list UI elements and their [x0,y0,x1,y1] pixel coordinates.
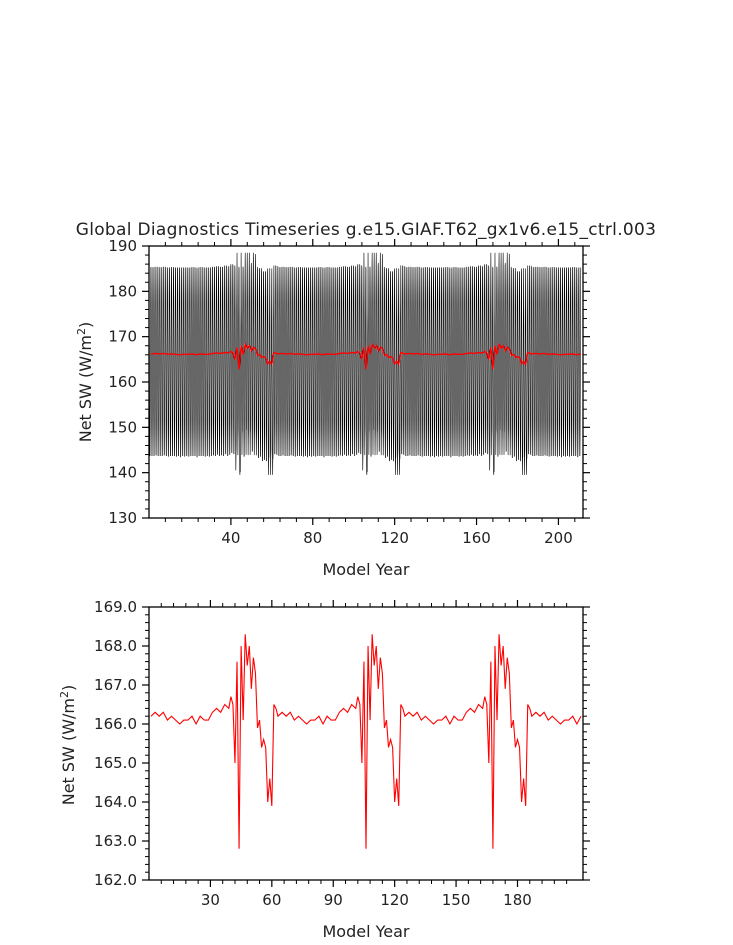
top-x-tick-label: 160 [462,529,491,547]
top-x-tick-label: 120 [380,529,409,547]
chart-title: Global Diagnostics Timeseries g.e15.GIAF… [76,220,657,240]
bottom-x-tick-label: 120 [380,891,409,909]
bottom-frame [148,606,584,881]
top-y-tick-label: 140 [108,464,137,482]
top-y-tick-label: 190 [108,237,137,255]
bottom-x-axis-label: Model Year [323,922,410,941]
top-x-tick-label: 200 [544,529,573,547]
bottom-y-tick-label: 164.0 [94,793,137,811]
top-panel: 40 80 120 160 200 130 140 150 160 170 180 190 Model… [75,237,590,579]
top-y-tick-label: 150 [108,418,137,436]
bottom-panel: 30 60 90 120 150 180 162.0 163.0 164.0 165.0 166.0… [58,598,590,941]
top-y-tick-label: 130 [108,509,137,527]
bottom-x-tick-label: 150 [442,891,471,909]
bottom-x-tick-label: 30 [201,891,220,909]
annual-series-line [150,634,582,849]
bottom-y-tick-label: 165.0 [94,754,137,772]
bottom-y-tick-label: 162.0 [94,871,137,889]
top-y-tick-label: 180 [108,282,137,300]
bottom-y-tick-label: 163.0 [94,832,137,850]
top-y-axis-label: Net SW (W/m2) [75,322,95,443]
bottom-panel-plot-area [150,634,582,849]
bottom-x-tick-label: 60 [262,891,281,909]
bottom-x-tick-label: 180 [503,891,532,909]
bottom-y-tick-label: 169.0 [94,598,137,616]
top-panel-plot-area [148,252,582,475]
bottom-y-axis-label: Net SW (W/m2) [58,685,78,806]
bottom-x-tick-label: 90 [324,891,343,909]
bottom-y-tick-label: 166.0 [94,715,137,733]
top-x-axis-label: Model Year [323,560,410,579]
bottom-y-tick-label: 167.0 [94,676,137,694]
top-x-tick-label: 80 [303,529,322,547]
annual-mean-series-line [150,342,582,370]
top-y-tick-label: 170 [108,328,137,346]
top-panel-axes: 40 80 120 160 200 130 140 150 160 170 180 190 [108,237,590,547]
top-y-tick-label: 160 [108,373,137,391]
top-x-tick-label: 40 [221,529,240,547]
monthly-series-line [148,252,582,475]
bottom-y-tick-label: 168.0 [94,637,137,655]
bottom-panel-axes: 30 60 90 120 150 180 162.0 163.0 164.0 165.0 166.0… [94,598,590,909]
